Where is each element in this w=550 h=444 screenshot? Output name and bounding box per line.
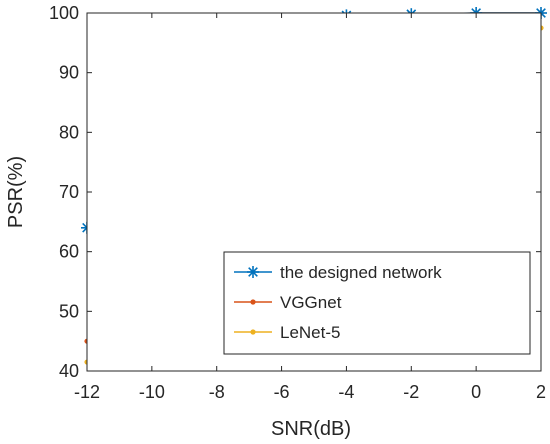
legend-label: the designed network: [280, 263, 442, 282]
y-tick-label: 50: [59, 301, 79, 321]
x-tick-label: -8: [209, 382, 225, 402]
x-tick-label: -2: [403, 382, 419, 402]
x-axis-label: SNR(dB): [271, 418, 351, 440]
x-tick-label: -4: [338, 382, 354, 402]
x-tick-label: 2: [536, 382, 546, 402]
y-tick-label: 40: [59, 361, 79, 381]
y-tick-label: 100: [49, 3, 79, 23]
asterisk-stroke: [248, 267, 258, 277]
legend-box: [223, 251, 531, 355]
legend-label: LeNet-5: [280, 323, 340, 342]
legend-entry: the designed network: [234, 263, 442, 282]
legend-label: VGGnet: [280, 293, 342, 312]
x-tick-label: -6: [274, 382, 290, 402]
y-axis-label: PSR(%): [5, 156, 27, 228]
y-tick-label: 80: [59, 122, 79, 142]
legend-marker: [250, 299, 256, 305]
asterisk-marker: [247, 266, 259, 278]
y-tick-label: 90: [59, 63, 79, 83]
legend-entry: LeNet-5: [234, 323, 340, 342]
x-tick-label: -12: [74, 382, 100, 402]
y-tick-label: 60: [59, 242, 79, 262]
y-tick-label: 70: [59, 182, 79, 202]
legend-marker: [250, 329, 256, 335]
x-tick-label: 0: [471, 382, 481, 402]
x-tick-label: -10: [139, 382, 165, 402]
legend: the designed network VGGnet LeNet-5: [223, 251, 531, 355]
legend-entry: VGGnet: [234, 293, 342, 312]
